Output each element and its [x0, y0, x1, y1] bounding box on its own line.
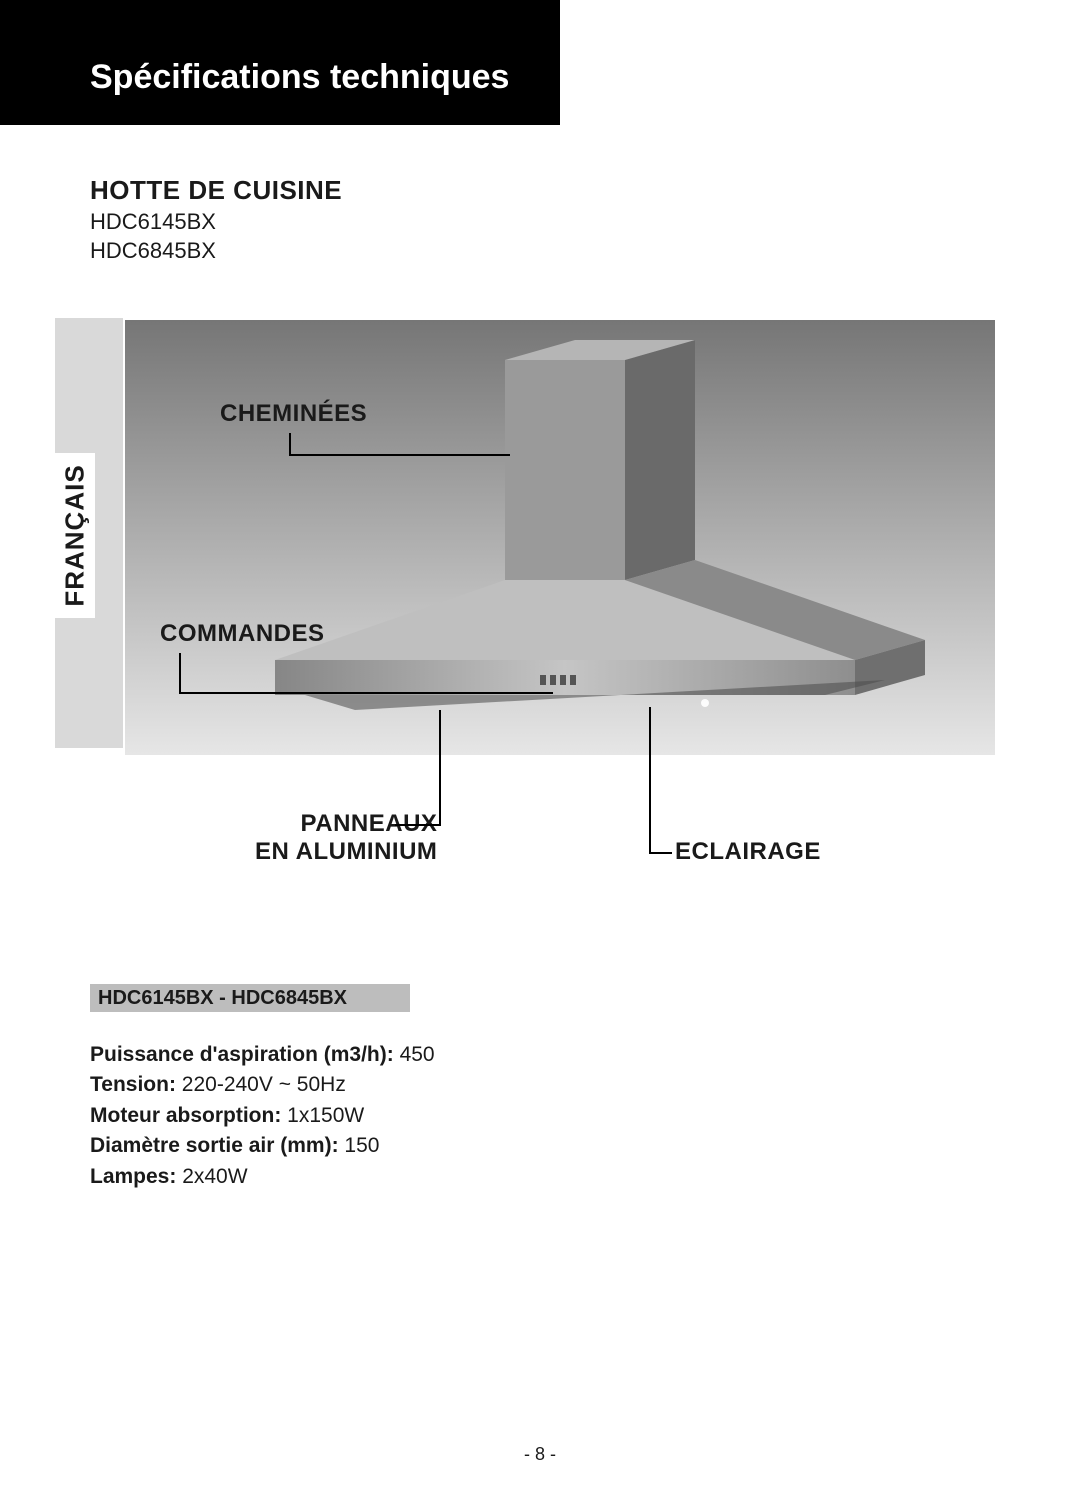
product-diagram	[125, 320, 995, 755]
language-tab: FRANÇAIS	[55, 453, 95, 618]
language-text: FRANÇAIS	[60, 464, 91, 606]
spec-row: Lampes: 2x40W	[90, 1162, 435, 1192]
page-number: - 8 -	[0, 1444, 1080, 1465]
spec-row: Moteur absorption: 1x150W	[90, 1101, 435, 1131]
model-2: HDC6845BX	[90, 237, 216, 266]
header-bar: Spécifications techniques	[0, 0, 560, 125]
label-panneaux-l2: EN ALUMINIUM	[255, 838, 437, 866]
label-panneaux: PANNEAUX EN ALUMINIUM	[255, 810, 437, 865]
label-eclairage: ECLAIRAGE	[675, 838, 821, 866]
spec-row: Diamètre sortie air (mm): 150	[90, 1131, 435, 1161]
section-heading: HOTTE DE CUISINE	[90, 175, 342, 206]
label-commandes: COMMANDES	[160, 620, 325, 648]
spec-title: HDC6145BX - HDC6845BX	[98, 987, 347, 1010]
model-list: HDC6145BX HDC6845BX	[90, 208, 216, 265]
model-1: HDC6145BX	[90, 208, 216, 237]
spec-row: Puissance d'aspiration (m3/h): 450	[90, 1040, 435, 1070]
label-panneaux-l1: PANNEAUX	[255, 810, 437, 838]
spec-row: Tension: 220-240V ~ 50Hz	[90, 1070, 435, 1100]
label-cheminees: CHEMINÉES	[220, 400, 367, 428]
spec-list: Puissance d'aspiration (m3/h): 450 Tensi…	[90, 1040, 435, 1192]
header-title: Spécifications techniques	[90, 58, 509, 97]
spec-title-bar: HDC6145BX - HDC6845BX	[90, 984, 410, 1012]
